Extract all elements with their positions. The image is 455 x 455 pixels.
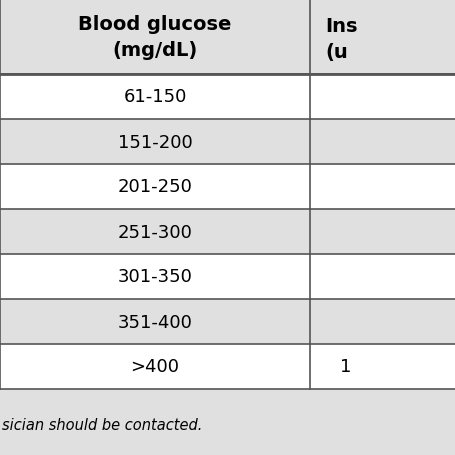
Bar [0,0,455,75]
Bar [0,344,455,389]
Text: 1: 1 [339,358,351,376]
Text: Ins: Ins [324,17,357,35]
Bar [0,254,455,299]
Text: 251-300: 251-300 [117,223,192,241]
Text: 351-400: 351-400 [117,313,192,331]
Text: 301-350: 301-350 [117,268,192,286]
Text: 151-200: 151-200 [117,133,192,151]
Bar [0,120,455,165]
Text: 201-250: 201-250 [117,178,192,196]
Bar [0,165,455,210]
Bar [0,75,455,120]
Text: 61-150: 61-150 [123,88,186,106]
Text: >400: >400 [130,358,179,376]
Text: sician should be contacted.: sician should be contacted. [2,418,202,433]
Text: Blood glucose
(mg/dL): Blood glucose (mg/dL) [78,15,231,60]
Text: (u: (u [324,43,347,62]
Bar [0,299,455,344]
Bar [0,210,455,254]
